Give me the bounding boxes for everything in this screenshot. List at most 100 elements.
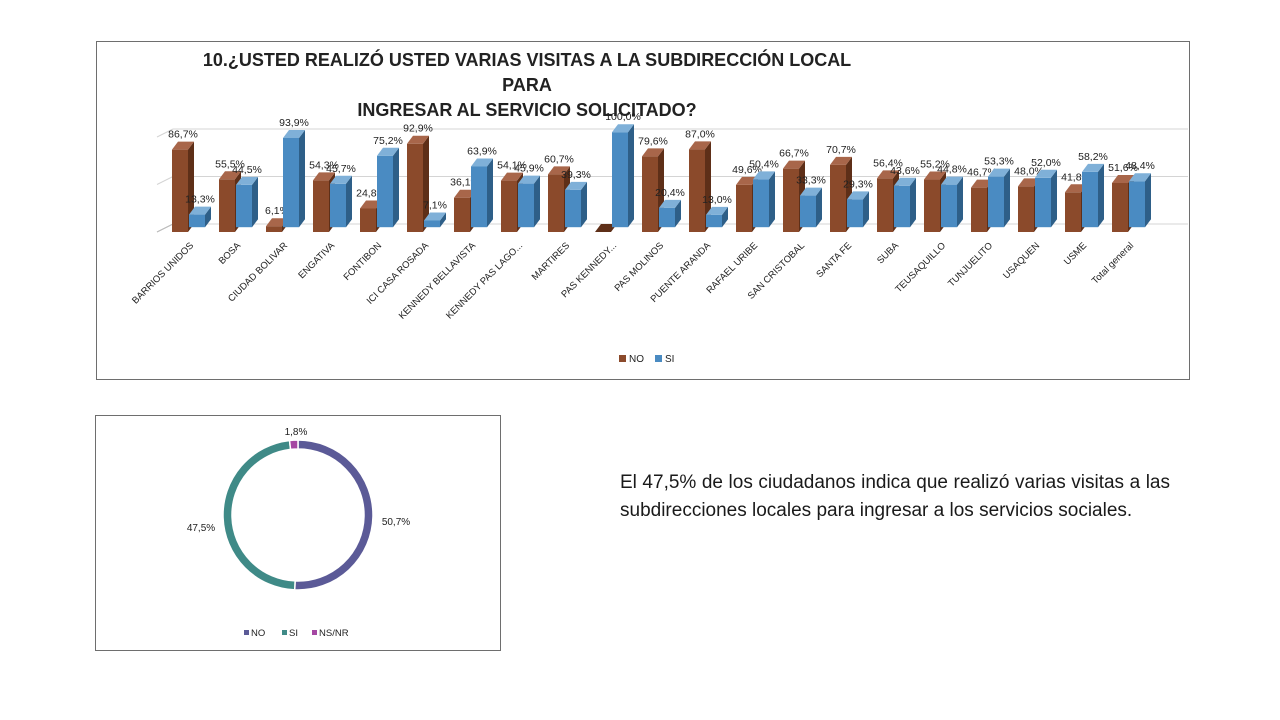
data-label: 33,3% <box>796 175 826 187</box>
data-label: 44,8% <box>937 164 967 176</box>
gridline-side <box>156 176 174 185</box>
legend-swatch <box>282 630 287 635</box>
bar-side <box>423 135 429 232</box>
bar-top <box>548 166 570 175</box>
category-label: PAS MOLINOS <box>613 240 667 294</box>
bar-no <box>924 179 940 232</box>
bar-side <box>346 175 352 228</box>
bar-side <box>675 199 681 228</box>
bar-top <box>847 191 869 200</box>
category-label: FONTIBON <box>342 240 385 283</box>
data-label: 6,1% <box>265 205 289 217</box>
bar-no <box>407 143 423 232</box>
bar-top <box>377 147 399 156</box>
donut-label: 50,7% <box>382 517 410 528</box>
category-label: USME <box>1062 240 1089 267</box>
bar-top <box>219 171 241 180</box>
bar-top <box>924 171 946 180</box>
data-label: 54,3% <box>309 159 339 171</box>
bar-no <box>830 164 846 232</box>
donut-chart-panel: 50,7% 47,5% 1,8% NO SI NS/NR <box>95 415 501 651</box>
bar-no <box>360 208 376 232</box>
bar-no <box>219 179 235 232</box>
bar-no <box>877 178 893 232</box>
bar-top <box>1129 173 1151 182</box>
data-label: 87,0% <box>685 128 715 140</box>
summary-text: El 47,5% de los ciudadanos indica que re… <box>620 472 1170 521</box>
data-label: 66,7% <box>779 148 809 160</box>
bar-chart-panel: 10.¿USTED REALIZÓ USTED VARIAS VISITAS A… <box>96 41 1190 380</box>
donut-label: 1,8% <box>285 427 308 438</box>
bar-top <box>565 181 587 190</box>
data-label: 54,1% <box>497 160 527 172</box>
bar-side <box>769 171 775 228</box>
data-label: 48,0% <box>1014 165 1044 177</box>
donut-label: 47,5% <box>187 523 215 534</box>
bar-top <box>689 141 711 150</box>
bar-top <box>407 135 429 144</box>
legend-label-no: NO <box>629 354 644 365</box>
bar-no <box>501 180 517 232</box>
bar-top <box>736 176 758 185</box>
bar-no <box>1065 192 1081 232</box>
bar-side <box>816 187 822 228</box>
bar-side <box>188 141 194 232</box>
data-label: 56,4% <box>873 157 903 169</box>
data-label: 20,4% <box>655 187 685 199</box>
bar-top <box>753 171 775 180</box>
bar-top <box>1018 178 1040 187</box>
data-label: 100,0% <box>605 111 641 123</box>
bar-side <box>910 177 916 228</box>
bar-top <box>1082 163 1104 172</box>
bar-top <box>330 175 352 184</box>
data-label: 44,5% <box>232 164 262 176</box>
category-label: ENGATIVA <box>296 240 337 281</box>
chart-title-line-1: 10.¿USTED REALIZÓ USTED VARIAS VISITAS A… <box>202 50 852 95</box>
bar-top <box>800 187 822 196</box>
bar-no <box>548 174 564 232</box>
bar-si <box>565 189 581 228</box>
category-label: SANTA FE <box>814 240 854 280</box>
legend-label: NS/NR <box>319 628 349 639</box>
data-label: 60,7% <box>544 153 574 165</box>
bar-side <box>393 147 399 228</box>
gridline-side <box>156 128 174 138</box>
data-label: 75,2% <box>373 135 403 147</box>
bar-side <box>1098 163 1104 228</box>
bar-top <box>642 148 664 157</box>
bar-si <box>236 184 252 228</box>
bar-side <box>252 176 258 228</box>
category-label: MARTIRES <box>530 240 572 282</box>
bar-top <box>454 189 476 198</box>
bar-side <box>1145 173 1151 228</box>
bar-top <box>266 218 288 227</box>
data-label: 51,6% <box>1108 162 1138 174</box>
bar-top <box>971 179 993 188</box>
data-label: 79,6% <box>638 135 668 147</box>
category-label: USAQUEN <box>1001 240 1042 281</box>
bar-si <box>189 214 205 228</box>
bar-top <box>283 129 305 138</box>
bar-side <box>581 181 587 228</box>
data-label: 55,5% <box>215 158 245 170</box>
bar-top <box>360 200 382 209</box>
bar-side <box>863 191 869 228</box>
bar-no <box>971 187 987 232</box>
category-label: TEUSAQUILLO <box>893 240 948 295</box>
bar-top <box>612 124 634 133</box>
bar-zero <box>595 224 617 232</box>
bar-top <box>988 168 1010 177</box>
category-label: SUBA <box>875 240 902 267</box>
bar-no <box>689 149 705 232</box>
bar-side <box>1004 168 1010 228</box>
bar-top <box>894 177 916 186</box>
bar-si <box>847 199 863 228</box>
data-label: 7,1% <box>423 199 447 211</box>
data-label: 13,3% <box>185 194 215 206</box>
bar-top <box>518 175 540 184</box>
data-label: 45,7% <box>326 163 356 175</box>
category-label: BOSA <box>217 240 244 267</box>
legend-swatch <box>244 630 249 635</box>
bar-top <box>1035 169 1057 178</box>
bar-si <box>1082 171 1098 228</box>
